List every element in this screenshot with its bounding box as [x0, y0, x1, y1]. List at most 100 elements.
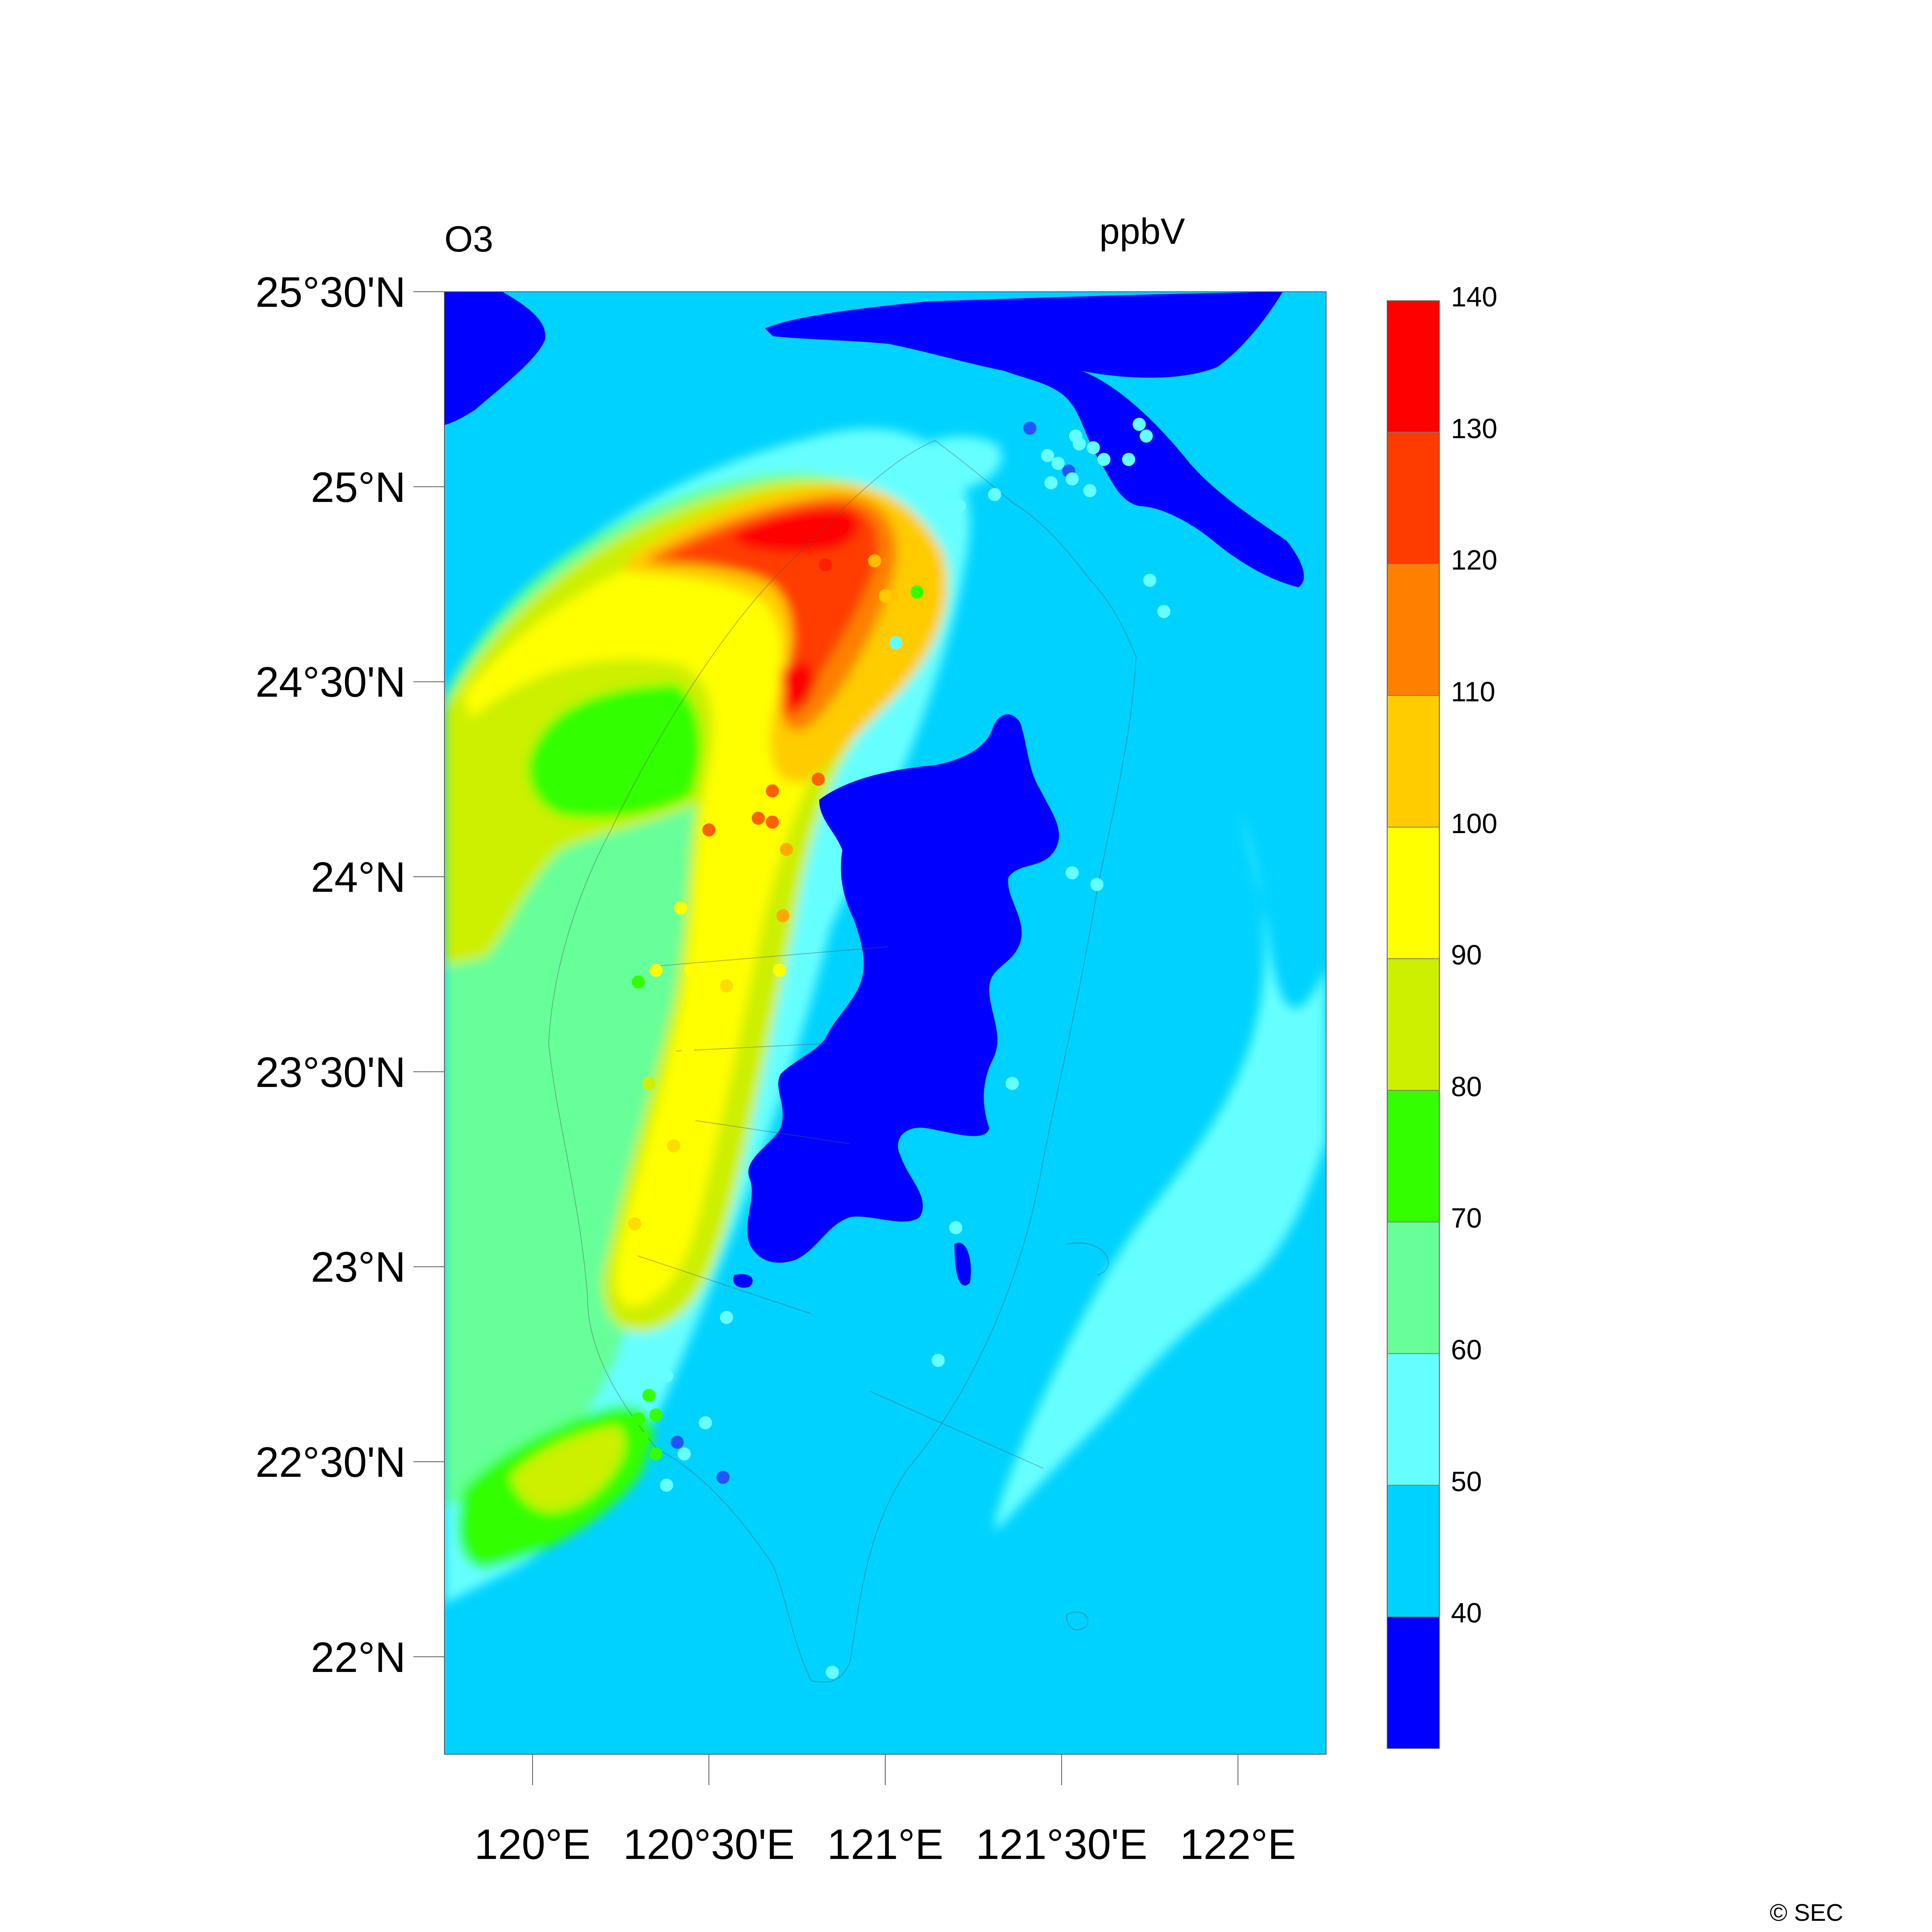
station-marker — [632, 975, 645, 989]
station-marker — [889, 636, 903, 650]
station-marker — [674, 901, 687, 915]
field-below-40-north — [765, 292, 1304, 587]
station-marker — [628, 1217, 641, 1231]
coastlines — [548, 440, 1137, 1683]
colorbar-label: 70 — [1451, 1203, 1482, 1234]
colorbar-label: 80 — [1451, 1071, 1482, 1102]
field-below-40-islet-1 — [954, 1243, 971, 1286]
station-marker — [667, 1139, 680, 1153]
field-below-40-islet-2 — [733, 1274, 753, 1288]
colorbar-segment — [1387, 1222, 1439, 1354]
station-marker — [935, 500, 949, 513]
station-marker — [1087, 441, 1100, 454]
colorbar-label: 60 — [1451, 1335, 1482, 1366]
lat-label: 22°30'N — [255, 1439, 406, 1486]
station-marker — [716, 1471, 730, 1484]
lon-label: 120°E — [474, 1821, 591, 1868]
colorbar-label: 120 — [1451, 545, 1498, 576]
lon-label: 121°30'E — [976, 1821, 1148, 1868]
station-marker — [868, 554, 881, 568]
station-marker — [684, 964, 698, 977]
lat-label: 25°30'N — [255, 269, 406, 316]
colorbar-label: 110 — [1451, 676, 1495, 707]
units-label: ppbV — [1099, 211, 1185, 252]
station-marker — [1097, 453, 1111, 466]
lon-label: 122°E — [1180, 1821, 1296, 1868]
field-below-40-nw — [444, 292, 546, 425]
station-marker — [1090, 878, 1104, 891]
station-marker — [649, 1447, 663, 1461]
field-70-80 — [528, 684, 701, 818]
station-marker — [780, 843, 793, 856]
colorbar-label: 140 — [1451, 282, 1498, 313]
station-marker — [1122, 453, 1135, 466]
colorbar-label: 40 — [1451, 1598, 1482, 1629]
field-below-40-central — [747, 714, 1059, 1263]
colorbar-label: 100 — [1451, 808, 1498, 839]
colorbar-segment — [1387, 301, 1439, 433]
station-marker — [752, 811, 765, 825]
station-marker — [776, 909, 790, 922]
station-marker — [879, 589, 892, 603]
station-marker — [649, 964, 663, 977]
station-marker — [1044, 476, 1058, 490]
lat-label: 24°30'N — [255, 658, 406, 706]
station-marker — [1139, 429, 1153, 443]
station-marker — [826, 1666, 839, 1679]
lat-label: 23°30'N — [255, 1048, 406, 1096]
station-marker — [952, 500, 966, 513]
station-marker — [1133, 418, 1146, 431]
station-marker — [1157, 605, 1171, 618]
station-marker — [1143, 573, 1156, 587]
colorbar-segment — [1387, 827, 1439, 959]
station-marker — [660, 1478, 673, 1492]
station-marker — [988, 488, 1001, 501]
field-above-140-south — [781, 662, 815, 709]
field-southwest-yellow — [510, 1426, 624, 1512]
station-marker — [765, 815, 779, 829]
station-marker — [1023, 422, 1037, 435]
field-130-140 — [665, 502, 879, 717]
station-marker — [949, 1221, 963, 1235]
station-marker — [818, 558, 832, 571]
colorbar-label: 90 — [1451, 940, 1482, 971]
colorbar-segment — [1387, 695, 1439, 828]
station-marker — [1041, 449, 1054, 462]
station-marker — [1073, 437, 1086, 451]
station-marker — [1005, 1077, 1019, 1090]
latitude-ticks — [413, 291, 444, 1657]
lat-label: 23°N — [311, 1243, 406, 1291]
colorbar-segment — [1387, 1354, 1439, 1486]
station-marker — [910, 585, 924, 599]
station-marker — [681, 1042, 694, 1055]
colorbar-segment — [1387, 432, 1439, 564]
station-marker — [1083, 484, 1097, 497]
station-marker — [660, 1369, 673, 1383]
field-50-60-east — [995, 811, 1326, 1530]
lon-label: 121°E — [827, 1821, 944, 1868]
station-marker — [1065, 866, 1079, 879]
longitude-ticks — [532, 1754, 1238, 1785]
station-marker — [699, 1416, 712, 1430]
field-50-60-northeast — [896, 436, 1002, 492]
copyright-text: © SEC — [1770, 1900, 1844, 1926]
station-marker — [1065, 472, 1079, 486]
station-marker — [720, 979, 733, 993]
lat-label: 24°N — [311, 854, 406, 901]
station-marker — [649, 1408, 663, 1422]
station-marker — [811, 772, 825, 786]
station-marker — [677, 1447, 691, 1461]
station-marker — [931, 1354, 945, 1367]
lat-label: 25°N — [311, 463, 406, 511]
lat-label: 22°N — [311, 1633, 406, 1681]
lon-label: 120°30'E — [623, 1821, 795, 1868]
variable-label: O3 — [444, 219, 493, 260]
colorbar-segment — [1387, 959, 1439, 1091]
colorbar-segment — [1387, 1617, 1439, 1749]
colorbar-segment — [1387, 1090, 1439, 1222]
station-marker — [632, 1412, 645, 1425]
o3-field — [444, 292, 1326, 1754]
field-above-140 — [734, 509, 858, 553]
station-marker — [642, 1077, 656, 1090]
colorbar-segment — [1387, 564, 1439, 696]
